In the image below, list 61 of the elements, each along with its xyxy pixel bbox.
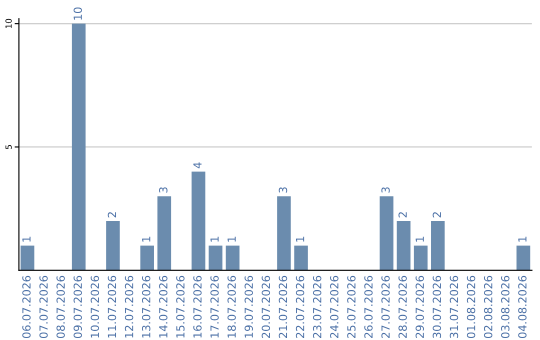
x-tick-label: 20.07.2026 bbox=[262, 276, 270, 338]
bar bbox=[140, 246, 154, 270]
data-label: 3 bbox=[278, 187, 288, 193]
x-tick-label: 31.07.2026 bbox=[450, 276, 458, 338]
data-label: 1 bbox=[416, 236, 424, 242]
x-tick-label: 18.07.2026 bbox=[227, 276, 236, 338]
bar bbox=[157, 196, 172, 270]
x-tick-label: 04.08.2026 bbox=[518, 276, 527, 338]
x-tick-label: 17.07.2026 bbox=[210, 276, 219, 338]
data-label: 2 bbox=[432, 212, 441, 218]
data-label: 1 bbox=[296, 236, 304, 242]
bar bbox=[431, 220, 445, 270]
x-tick-label: 27.07.2026 bbox=[381, 276, 390, 338]
x-tick-label: 12.07.2026 bbox=[124, 276, 134, 338]
bar bbox=[72, 24, 86, 270]
x-tick-label: 02.08.2026 bbox=[484, 276, 492, 338]
x-tick-label: 23.07.2026 bbox=[312, 276, 322, 338]
x-tick-label: 30.07.2026 bbox=[432, 276, 442, 338]
x-tick-label: 08.07.2026 bbox=[56, 276, 65, 338]
x-tick-label: 26.07.2026 bbox=[364, 276, 373, 338]
x-tick-label: 14.07.2026 bbox=[159, 276, 168, 338]
x-tick-label: 13.07.2026 bbox=[142, 276, 150, 338]
x-tick-label: 11.07.2026 bbox=[108, 276, 116, 338]
data-label: 3 bbox=[381, 187, 390, 193]
bar bbox=[516, 246, 530, 270]
x-tick-label: 06.07.2026 bbox=[22, 276, 31, 338]
data-label: 10 bbox=[74, 7, 82, 20]
x-tick-label: 01.08.2026 bbox=[466, 276, 476, 338]
bar bbox=[106, 220, 120, 270]
bar bbox=[294, 246, 308, 270]
x-tick-label: 22.07.2026 bbox=[296, 276, 304, 338]
x-tick-label: 29.07.2026 bbox=[416, 276, 424, 338]
x-tick-label: 07.07.2026 bbox=[39, 276, 48, 338]
x-tick-label: 03.08.2026 bbox=[501, 276, 510, 338]
bar bbox=[380, 196, 394, 270]
data-label: 3 bbox=[159, 187, 168, 193]
x-tick-label: 19.07.2026 bbox=[244, 276, 253, 338]
y-tick-label: 5 bbox=[6, 145, 12, 149]
x-tick-label: 25.07.2026 bbox=[347, 276, 356, 338]
x-tick-label: 16.07.2026 bbox=[193, 276, 202, 338]
data-label: 1 bbox=[22, 236, 31, 242]
data-label: 1 bbox=[210, 236, 219, 242]
bar bbox=[414, 246, 428, 270]
data-label: 4 bbox=[193, 162, 202, 168]
data-label: 1 bbox=[518, 236, 526, 242]
bar bbox=[277, 196, 291, 270]
bar bbox=[192, 172, 206, 270]
x-tick-label: 24.07.2026 bbox=[330, 276, 338, 338]
data-label: 2 bbox=[398, 212, 407, 218]
data-label: 2 bbox=[108, 212, 116, 218]
bar bbox=[226, 246, 240, 270]
x-tick-label: 15.07.2026 bbox=[176, 276, 185, 338]
bar bbox=[396, 220, 410, 270]
data-label: 1 bbox=[142, 236, 150, 242]
x-tick-label: 28.07.2026 bbox=[398, 276, 407, 338]
data-label: 1 bbox=[228, 236, 236, 242]
x-tick-label: 09.07.2026 bbox=[74, 276, 82, 338]
bar bbox=[208, 246, 222, 270]
x-tick-label: 10.07.2026 bbox=[90, 276, 100, 338]
x-tick-label: 21.07.2026 bbox=[278, 276, 288, 338]
bar bbox=[20, 246, 34, 270]
